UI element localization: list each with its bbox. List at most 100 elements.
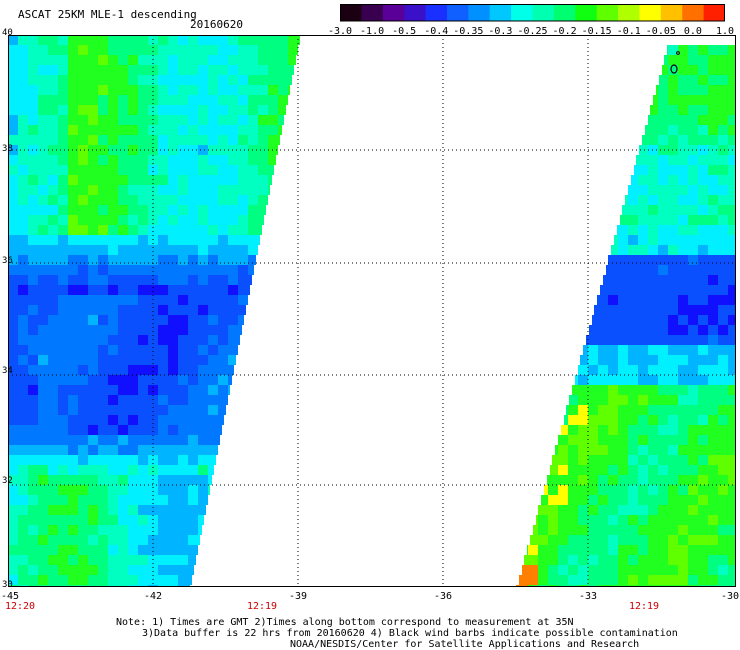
wind-cell: [678, 205, 688, 215]
wind-cell: [258, 145, 268, 155]
wind-cell: [108, 215, 118, 225]
wind-cell: [208, 265, 218, 275]
wind-cell: [728, 485, 736, 495]
wind-cell: [668, 95, 678, 105]
wind-cell: [708, 75, 718, 85]
wind-cell: [268, 65, 278, 75]
wind-cell: [98, 165, 108, 175]
wind-cell: [68, 55, 78, 65]
wind-cell: [98, 105, 108, 115]
wind-cell: [98, 485, 108, 495]
wind-cell: [658, 85, 668, 95]
wind-cell: [178, 265, 188, 275]
wind-cell: [118, 325, 128, 335]
wind-cell: [698, 315, 708, 325]
wind-cell: [668, 335, 678, 345]
wind-cell: [208, 235, 218, 245]
wind-cell: [128, 465, 138, 475]
wind-cell: [228, 115, 238, 125]
wind-cell: [118, 255, 128, 265]
wind-cell: [168, 255, 178, 265]
wind-cell: [198, 255, 208, 265]
wind-cell: [108, 185, 118, 195]
wind-cell: [38, 425, 48, 435]
wind-cell: [668, 265, 678, 275]
wind-cell: [138, 575, 148, 585]
wind-cell: [248, 95, 258, 105]
wind-cell: [662, 65, 672, 75]
wind-cell: [728, 345, 736, 355]
wind-cell: [148, 305, 158, 315]
wind-cell: [178, 195, 188, 205]
wind-cell: [28, 335, 38, 345]
wind-cell: [188, 45, 198, 55]
wind-cell: [98, 365, 108, 375]
wind-cell: [18, 75, 28, 85]
wind-cell: [148, 285, 158, 295]
wind-cell: [698, 105, 708, 115]
wind-cell: [58, 485, 68, 495]
wind-cell: [618, 495, 628, 505]
wind-cell: [178, 225, 188, 235]
wind-cell: [58, 335, 68, 345]
wind-cell: [168, 285, 178, 295]
wind-cell: [648, 425, 658, 435]
wind-cell: [108, 285, 118, 295]
wind-cell: [108, 525, 118, 535]
wind-cell: [48, 445, 58, 455]
wind-cell: [188, 195, 198, 205]
wind-cell: [78, 95, 88, 105]
wind-cell: [648, 175, 658, 185]
wind-cell: [288, 45, 298, 55]
wind-cell: [628, 555, 638, 565]
wind-cell: [668, 175, 678, 185]
wind-cell: [228, 125, 238, 135]
wind-cell: [58, 265, 68, 275]
wind-cell: [48, 175, 58, 185]
wind-cell: [158, 85, 168, 95]
colorbar-segment: [660, 4, 683, 21]
wind-cell: [148, 425, 158, 435]
wind-cell: [728, 495, 736, 505]
wind-cell: [688, 385, 698, 395]
wind-cell: [628, 505, 638, 515]
wind-cell: [698, 355, 708, 365]
wind-cell: [128, 325, 138, 335]
wind-cell: [658, 465, 668, 475]
wind-cell: [568, 545, 578, 555]
wind-cell: [588, 365, 598, 375]
wind-cell: [638, 395, 648, 405]
wind-cell: [618, 245, 628, 255]
wind-cell: [678, 485, 688, 495]
colorbar-segment: [639, 4, 662, 21]
wind-cell: [178, 35, 188, 45]
wind-cell: [188, 255, 198, 265]
wind-cell: [118, 385, 128, 395]
wind-cell: [238, 265, 248, 275]
wind-cell: [158, 185, 168, 195]
wind-cell: [118, 125, 128, 135]
wind-cell: [78, 125, 88, 135]
wind-cell: [148, 85, 158, 95]
wind-cell: [268, 75, 278, 85]
wind-cell: [198, 55, 208, 65]
wind-cell: [88, 575, 98, 585]
wind-cell: [168, 75, 178, 85]
wind-cell: [658, 155, 668, 165]
wind-cell: [708, 55, 718, 65]
wind-cell: [48, 285, 58, 295]
wind-cell: [628, 495, 638, 505]
wind-cell: [268, 135, 278, 145]
wind-cell: [588, 455, 598, 465]
wind-cell: [208, 365, 218, 375]
wind-cell: [128, 405, 138, 415]
wind-cell: [238, 185, 248, 195]
wind-cell: [198, 45, 208, 55]
wind-cell: [678, 255, 688, 265]
wind-cell: [218, 225, 228, 235]
wind-cell: [158, 455, 168, 465]
wind-cell: [718, 515, 728, 525]
wind-cell: [668, 395, 678, 405]
wind-cell: [718, 405, 728, 415]
wind-cell: [628, 545, 638, 555]
